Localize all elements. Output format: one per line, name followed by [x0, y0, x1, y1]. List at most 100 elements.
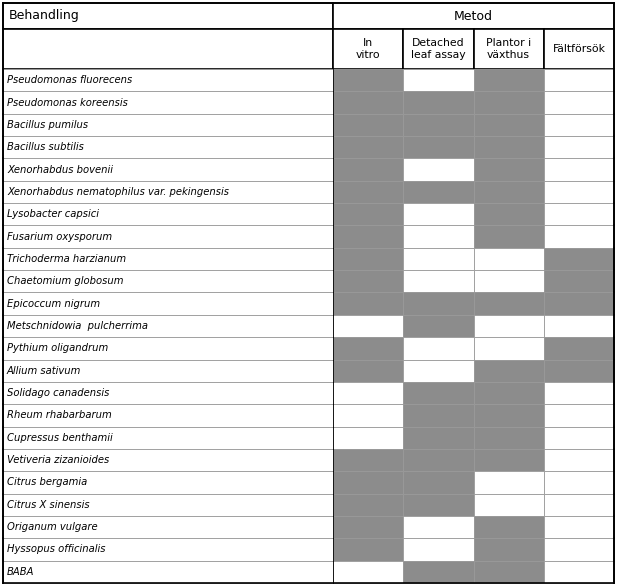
Bar: [3, 136, 333, 158]
Text: Bacillus pumilus: Bacillus pumilus: [7, 120, 88, 130]
Text: Solidago canadensis: Solidago canadensis: [7, 388, 109, 398]
Bar: [3, 360, 333, 382]
Bar: [473, 360, 544, 382]
Bar: [473, 69, 544, 91]
Bar: [544, 270, 614, 292]
Bar: [3, 493, 333, 516]
Bar: [544, 315, 614, 337]
Text: Metschnidowia  pulcherrima: Metschnidowia pulcherrima: [7, 321, 148, 331]
Bar: [333, 493, 404, 516]
Text: Fusarium oxysporum: Fusarium oxysporum: [7, 231, 112, 241]
Bar: [473, 539, 544, 561]
Text: Vetiveria zizanioides: Vetiveria zizanioides: [7, 455, 109, 465]
Bar: [333, 226, 404, 248]
Bar: [333, 471, 404, 493]
Bar: [544, 360, 614, 382]
Text: Hyssopus officinalis: Hyssopus officinalis: [7, 544, 106, 554]
Bar: [473, 382, 544, 404]
Bar: [3, 270, 333, 292]
Bar: [473, 226, 544, 248]
Text: Lysobacter capsici: Lysobacter capsici: [7, 209, 99, 219]
Bar: [3, 203, 333, 226]
Bar: [473, 404, 544, 427]
Bar: [333, 136, 404, 158]
Bar: [3, 516, 333, 539]
Bar: [473, 427, 544, 449]
Text: Chaetomium globosum: Chaetomium globosum: [7, 277, 123, 287]
Bar: [333, 315, 404, 337]
Bar: [3, 114, 333, 136]
Bar: [333, 3, 614, 29]
Bar: [404, 382, 473, 404]
Bar: [3, 29, 333, 69]
Bar: [404, 404, 473, 427]
Bar: [404, 203, 473, 226]
Bar: [544, 516, 614, 539]
Text: BABA: BABA: [7, 567, 35, 577]
Bar: [544, 404, 614, 427]
Text: Bacillus subtilis: Bacillus subtilis: [7, 142, 84, 152]
Bar: [404, 29, 473, 69]
Bar: [333, 158, 404, 180]
Bar: [333, 539, 404, 561]
Text: Citrus X sinensis: Citrus X sinensis: [7, 500, 89, 510]
Text: Xenorhabdus bovenii: Xenorhabdus bovenii: [7, 165, 113, 175]
Bar: [3, 404, 333, 427]
Text: Metod: Metod: [454, 9, 493, 22]
Bar: [473, 561, 544, 583]
Bar: [473, 337, 544, 360]
Bar: [544, 136, 614, 158]
Bar: [544, 493, 614, 516]
Bar: [404, 360, 473, 382]
Bar: [3, 382, 333, 404]
Text: Behandling: Behandling: [9, 9, 80, 22]
Bar: [544, 180, 614, 203]
Bar: [404, 91, 473, 114]
Bar: [404, 471, 473, 493]
Bar: [544, 158, 614, 180]
Bar: [404, 180, 473, 203]
Bar: [3, 226, 333, 248]
Bar: [404, 248, 473, 270]
Text: Trichoderma harzianum: Trichoderma harzianum: [7, 254, 126, 264]
Bar: [333, 292, 404, 315]
Bar: [3, 337, 333, 360]
Bar: [333, 337, 404, 360]
Bar: [404, 315, 473, 337]
Bar: [473, 180, 544, 203]
Bar: [544, 539, 614, 561]
Bar: [404, 493, 473, 516]
Bar: [333, 69, 404, 91]
Bar: [544, 449, 614, 471]
Bar: [404, 427, 473, 449]
Bar: [404, 158, 473, 180]
Bar: [473, 449, 544, 471]
Bar: [473, 114, 544, 136]
Bar: [404, 114, 473, 136]
Bar: [544, 561, 614, 583]
Bar: [473, 516, 544, 539]
Bar: [333, 449, 404, 471]
Bar: [3, 91, 333, 114]
Text: Detached
leaf assay: Detached leaf assay: [411, 38, 466, 60]
Bar: [473, 471, 544, 493]
Bar: [544, 226, 614, 248]
Bar: [473, 29, 544, 69]
Text: Cupressus benthamii: Cupressus benthamii: [7, 432, 113, 443]
Bar: [544, 91, 614, 114]
Text: In
vitro: In vitro: [356, 38, 381, 60]
Bar: [3, 69, 333, 91]
Text: Plantor i
växthus: Plantor i växthus: [486, 38, 531, 60]
Text: Pythium oligandrum: Pythium oligandrum: [7, 343, 108, 353]
Bar: [3, 3, 333, 29]
Bar: [544, 114, 614, 136]
Text: Origanum vulgare: Origanum vulgare: [7, 522, 97, 532]
Bar: [3, 449, 333, 471]
Text: Allium sativum: Allium sativum: [7, 366, 81, 376]
Bar: [544, 69, 614, 91]
Bar: [333, 360, 404, 382]
Bar: [404, 136, 473, 158]
Bar: [333, 248, 404, 270]
Bar: [333, 382, 404, 404]
Bar: [333, 114, 404, 136]
